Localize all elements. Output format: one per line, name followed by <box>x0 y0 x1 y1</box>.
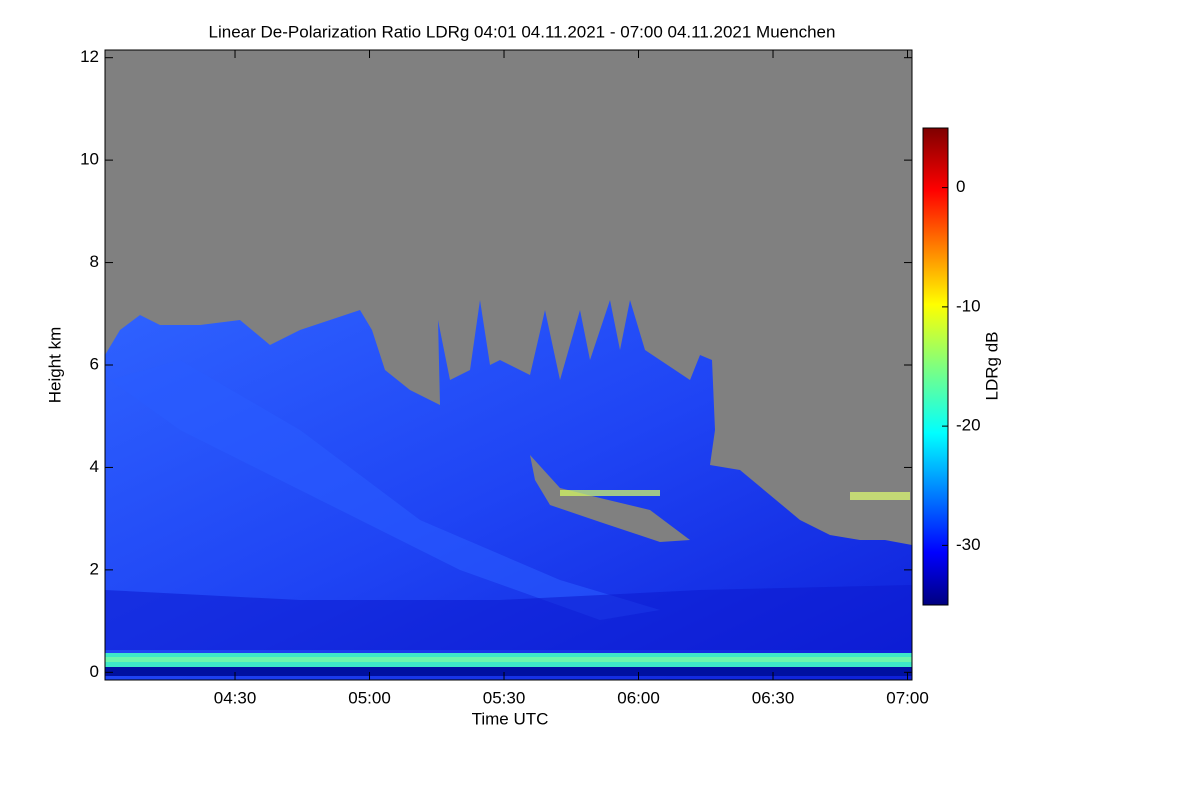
x-axis-label: Time UTC <box>472 709 549 728</box>
chart-title: Linear De-Polarization Ratio LDRg 04:01 … <box>209 22 836 41</box>
heatmap-field <box>105 300 912 680</box>
ground-layer-core <box>105 657 912 662</box>
x-tick-label: 05:00 <box>348 688 391 707</box>
streak <box>110 360 660 620</box>
y-tick-label: 2 <box>90 559 99 578</box>
colorbar-tick-label: -30 <box>956 535 981 554</box>
speckle <box>560 490 660 496</box>
lower-layer <box>105 585 912 650</box>
colorbar <box>922 127 949 606</box>
x-tick-label: 05:30 <box>483 688 526 707</box>
speckle <box>850 492 910 500</box>
colorbar-tick-label: 0 <box>956 177 965 196</box>
colorbar-tick-label: -20 <box>956 416 981 435</box>
y-axis-label: Height km <box>45 327 64 404</box>
y-tick-label: 0 <box>90 662 99 681</box>
x-tick-label: 06:00 <box>617 688 660 707</box>
colorbar-label: LDRg dB <box>982 332 1001 401</box>
x-tick-label: 07:00 <box>886 688 929 707</box>
gap-region <box>530 455 690 542</box>
y-tick-label: 8 <box>90 252 99 271</box>
x-tick-label: 04:30 <box>214 688 257 707</box>
y-tick-label: 6 <box>90 354 99 373</box>
y-tick-label: 4 <box>90 457 99 476</box>
ground-dark <box>105 667 912 676</box>
y-tick-label: 10 <box>80 150 99 169</box>
x-tick-label: 06:30 <box>752 688 795 707</box>
colorbar-tick-label: -10 <box>956 296 981 315</box>
signal-region <box>105 300 912 680</box>
y-tick-label: 12 <box>80 47 99 66</box>
